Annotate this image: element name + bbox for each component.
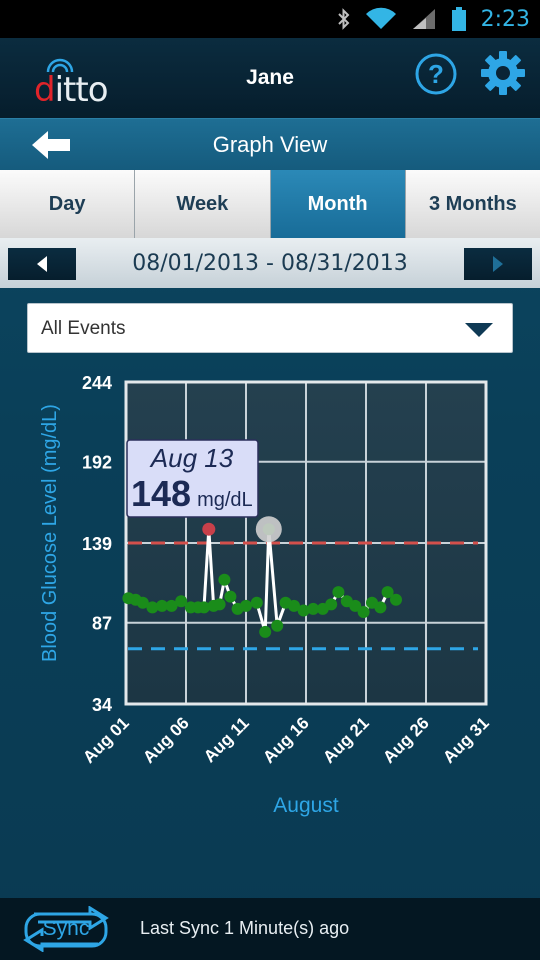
data-point [175,595,188,608]
last-sync-status: Last Sync 1 Minute(s) ago [140,918,350,938]
data-point [156,599,168,612]
status-bar: 2:23 [0,0,540,38]
x-tick-label: Aug 16 [259,713,313,767]
previous-range-button[interactable] [8,248,76,280]
x-tick-label: Aug 26 [379,713,433,767]
data-point [381,586,394,599]
app-header: ditto Jane ? [0,38,540,118]
svg-text:?: ? [428,59,444,89]
plot-frame [124,380,488,706]
gear-icon [481,51,525,95]
sync-label: Sync [42,917,90,940]
x-tick-label: Aug 31 [439,713,493,767]
y-tick-label: 139 [82,534,112,554]
data-point [288,599,300,612]
wifi-icon [365,7,396,30]
tab-3-months[interactable]: 3 Months [405,170,540,238]
data-point [349,599,362,612]
sync-arrows-icon [23,906,109,952]
back-button[interactable] [30,129,74,161]
x-tick-label: Aug 06 [139,713,193,767]
range-tabs: Day Week Month 3 Months [0,170,540,238]
y-tick-label: 87 [92,614,112,634]
highlight-point [255,516,282,543]
x-axis: Aug 01 Aug 06 Aug 11 Aug 16 Aug 21 Aug 26 Aug … [79,713,493,767]
data-point [213,598,226,611]
event-filter-value: All Events [41,318,126,339]
tab-week[interactable]: Week [135,170,271,238]
data-point [136,596,149,609]
data-point [332,586,345,599]
data-point [224,590,237,603]
signal-icon [412,9,435,29]
data-point [374,601,387,614]
threshold-lines [128,541,478,651]
sync-button[interactable]: Sync [20,906,112,952]
triangle-left-icon [37,256,47,272]
tooltip-value: 148 [131,473,191,514]
date-range-label: 08/01/2013 - 08/31/2013 [132,251,408,276]
x-tick-label: Aug 21 [319,713,373,767]
battery-icon [451,7,466,31]
date-navigator: 08/01/2013 - 08/31/2013 [0,238,540,288]
data-point [357,606,370,618]
arrow-left-icon [32,131,70,159]
data-point [218,573,231,586]
x-tick-label: Aug 01 [79,713,133,767]
status-clock: 2:23 [480,6,530,32]
data-point [325,598,338,611]
y-tick-label: 244 [82,373,112,393]
highlight-point [202,522,216,536]
x-tick-label: Aug 11 [200,713,253,766]
reading-tooltip: Aug 13 148 mg/dL [126,439,259,518]
tab-month[interactable]: Month [270,170,406,238]
settings-button[interactable] [480,50,526,96]
data-point [307,602,320,615]
data-point [165,599,178,612]
y-axis: 244 192 139 87 34 [82,373,112,715]
series-glucose [122,516,402,638]
data-point [250,596,263,609]
help-button[interactable]: ? [414,52,458,96]
y-axis-label: Blood Glucose Level (mg/dL) [39,404,61,662]
chevron-down-icon [465,323,493,337]
data-point [198,601,210,614]
ditto-logo: ditto [30,52,110,112]
bluetooth-icon [337,8,350,30]
signal-arcs-icon [46,58,74,73]
data-point [240,599,252,612]
tooltip-date: Aug 13 [149,443,234,473]
y-tick-label: 34 [92,695,112,715]
data-point [297,604,310,617]
page-title: Graph View [212,132,328,157]
title-bar: Graph View [0,118,540,170]
tab-day[interactable]: Day [0,170,136,238]
data-point [390,593,402,606]
data-point [259,625,272,638]
question-icon: ? [415,53,457,95]
x-axis-label: August [273,794,339,817]
next-range-button[interactable] [464,248,532,280]
logo-letter-d: d [34,70,56,110]
triangle-right-icon [493,256,503,272]
tooltip-unit: mg/dL [197,489,253,511]
logo-word-rest: itto [54,70,109,110]
sync-footer: Sync Last Sync 1 Minute(s) ago [0,898,540,960]
data-point [271,619,284,632]
data-point [146,601,159,614]
user-name: Jane [246,66,294,89]
event-filter-select[interactable]: All Events [27,303,513,353]
y-tick-label: 192 [82,453,112,473]
